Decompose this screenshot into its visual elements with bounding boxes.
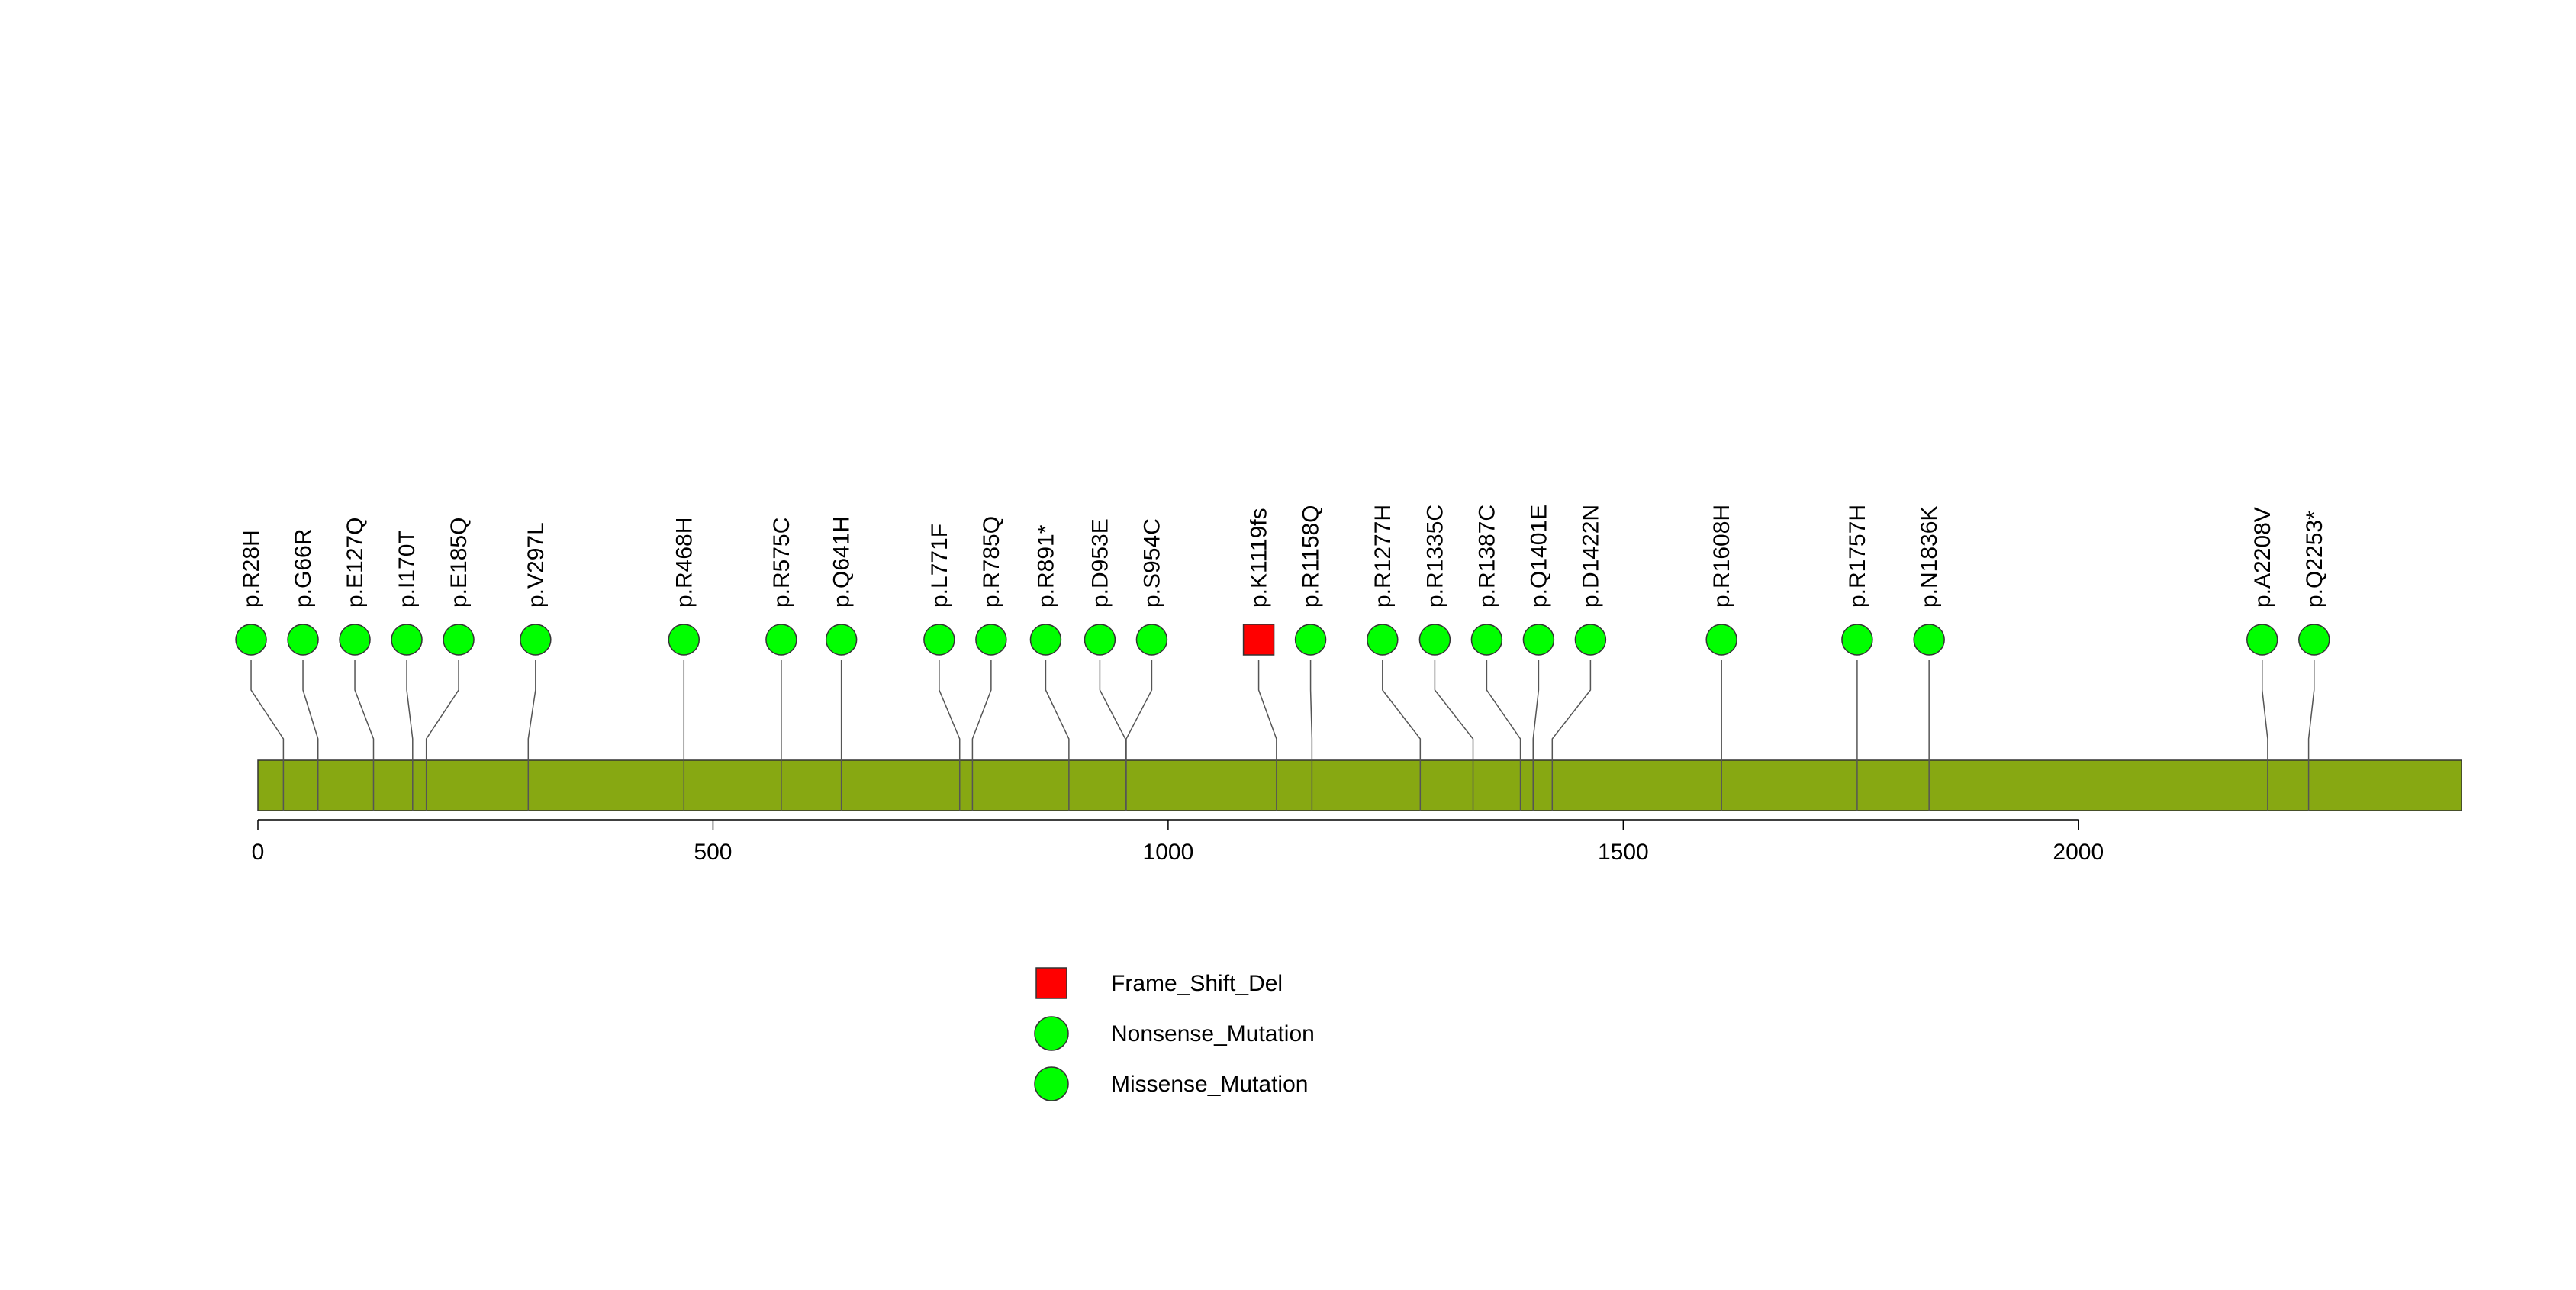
connector-p-e185q: [425, 660, 459, 811]
marker-p-a2208v: [2246, 624, 2278, 656]
connector-p-r1277h: [1382, 660, 1422, 811]
marker-p-r575c: [765, 624, 797, 656]
label-p-r785q: p.R785Q: [979, 516, 1004, 608]
legend-label-frame-shift-del: Frame_Shift_Del: [1111, 971, 1283, 996]
connector-p-r1387c: [1486, 660, 1521, 811]
label-p-r1387c: p.R1387C: [1474, 505, 1499, 608]
legend-label-missense-mutation: Missense_Mutation: [1111, 1072, 1308, 1097]
marker-p-v297l: [520, 624, 552, 656]
marker-p-r1757h: [1841, 624, 1873, 656]
x-axis: 0 500 1000 1500 2000: [252, 819, 2104, 865]
connector-p-q2253-stop: [2307, 660, 2315, 811]
connector-p-e127q: [354, 660, 375, 811]
label-p-r1608h: p.R1608H: [1709, 505, 1734, 608]
label-p-q2253-stop: p.Q2253*: [2302, 511, 2327, 608]
marker-p-r1277h: [1367, 624, 1399, 656]
marker-p-e185q: [443, 624, 475, 656]
connector-p-s954c: [1125, 660, 1153, 811]
connector-p-v297l: [527, 660, 536, 811]
label-p-l771f: p.L771F: [927, 524, 952, 608]
label-layer: p.R28H p.G66R p.E127Q p.I170T p.E185Q p.V297L…: [239, 505, 2327, 608]
label-p-n1836k: p.N1836K: [1917, 506, 1942, 608]
marker-p-k1119fs: [1242, 624, 1275, 656]
legend-symbol-frame-shift-del: [1035, 967, 1067, 999]
connector-p-r1158q: [1309, 660, 1313, 811]
connector-p-r785q: [971, 660, 992, 811]
marker-p-r1387c: [1470, 624, 1503, 656]
label-p-d1422n: p.D1422N: [1578, 505, 1603, 608]
label-p-v297l: p.V297L: [523, 522, 549, 608]
label-p-q641h: p.Q641H: [829, 516, 855, 608]
connector-p-r1335c: [1434, 660, 1474, 811]
marker-p-d1422n: [1574, 624, 1607, 656]
connector-p-k1119fs: [1257, 660, 1277, 811]
label-p-d953e: p.D953E: [1087, 518, 1113, 608]
marker-p-i170t: [391, 624, 423, 656]
marker-p-s954c: [1135, 624, 1168, 656]
label-p-r1158q: p.R1158Q: [1299, 505, 1324, 608]
connector-layer: [250, 660, 2315, 811]
protein-bar: [257, 759, 2462, 811]
label-p-r1277h: p.R1277H: [1370, 505, 1396, 608]
marker-p-l771f: [923, 624, 955, 656]
connector-p-l771f: [939, 660, 961, 811]
x-tick-label-2000: 2000: [2053, 840, 2104, 865]
connector-p-i170t: [406, 660, 414, 811]
marker-p-r785q: [975, 624, 1007, 656]
connector-p-a2208v: [2262, 660, 2268, 811]
marker-p-q641h: [825, 624, 858, 656]
marker-p-d953e: [1084, 624, 1116, 656]
label-p-r575c: p.R575C: [769, 518, 794, 608]
label-p-g66r: p.G66R: [291, 529, 316, 608]
marker-p-q2253-stop: [2298, 624, 2330, 656]
x-tick-label-1000: 1000: [1143, 840, 1194, 865]
legend-symbol-missense-mutation: [1034, 1066, 1069, 1101]
connector-p-d1422n: [1551, 660, 1592, 811]
label-p-r1757h: p.R1757H: [1845, 505, 1870, 608]
protein-bar-layer: [257, 759, 2462, 811]
marker-p-r1335c: [1418, 624, 1451, 656]
marker-p-r1608h: [1705, 624, 1737, 656]
label-p-k1119fs: p.K1119fs: [1247, 508, 1272, 608]
marker-p-q1401e: [1522, 624, 1555, 656]
label-p-r468h: p.R468H: [671, 518, 697, 608]
label-p-r1335c: p.R1335C: [1422, 505, 1447, 608]
marker-p-r468h: [668, 624, 700, 656]
label-p-a2208v: p.A2208V: [2250, 507, 2275, 608]
label-p-s954c: p.S954C: [1139, 518, 1164, 608]
connector-p-g66r: [302, 660, 319, 811]
label-p-q1401e: p.Q1401E: [1526, 505, 1551, 608]
label-p-e185q: p.E185Q: [446, 518, 472, 608]
connector-p-r28h: [250, 660, 285, 811]
marker-p-r1158q: [1294, 624, 1327, 656]
marker-p-e127q: [339, 624, 371, 656]
marker-p-r28h: [235, 624, 267, 656]
marker-p-g66r: [287, 624, 319, 656]
connector-p-d953e: [1099, 660, 1126, 811]
connector-p-q1401e: [1532, 660, 1540, 811]
x-tick-label-0: 0: [252, 840, 265, 865]
legend-symbol-nonsense-mutation: [1034, 1016, 1069, 1051]
label-p-r891-stop: p.R891*: [1033, 524, 1058, 608]
legend: Frame_Shift_Del Nonsense_Mutation Missense…: [1034, 967, 1315, 1101]
marker-p-n1836k: [1913, 624, 1945, 656]
label-p-r28h: p.R28H: [239, 530, 264, 608]
legend-label-nonsense-mutation: Nonsense_Mutation: [1111, 1021, 1315, 1047]
x-tick-label-500: 500: [694, 840, 732, 865]
x-tick-label-1500: 1500: [1598, 840, 1649, 865]
label-p-i170t: p.I170T: [394, 530, 420, 608]
marker-p-r891-stop: [1029, 624, 1062, 656]
connector-p-r891-stop: [1045, 660, 1070, 811]
label-p-e127q: p.E127Q: [343, 518, 368, 608]
marker-layer: [235, 624, 2330, 656]
